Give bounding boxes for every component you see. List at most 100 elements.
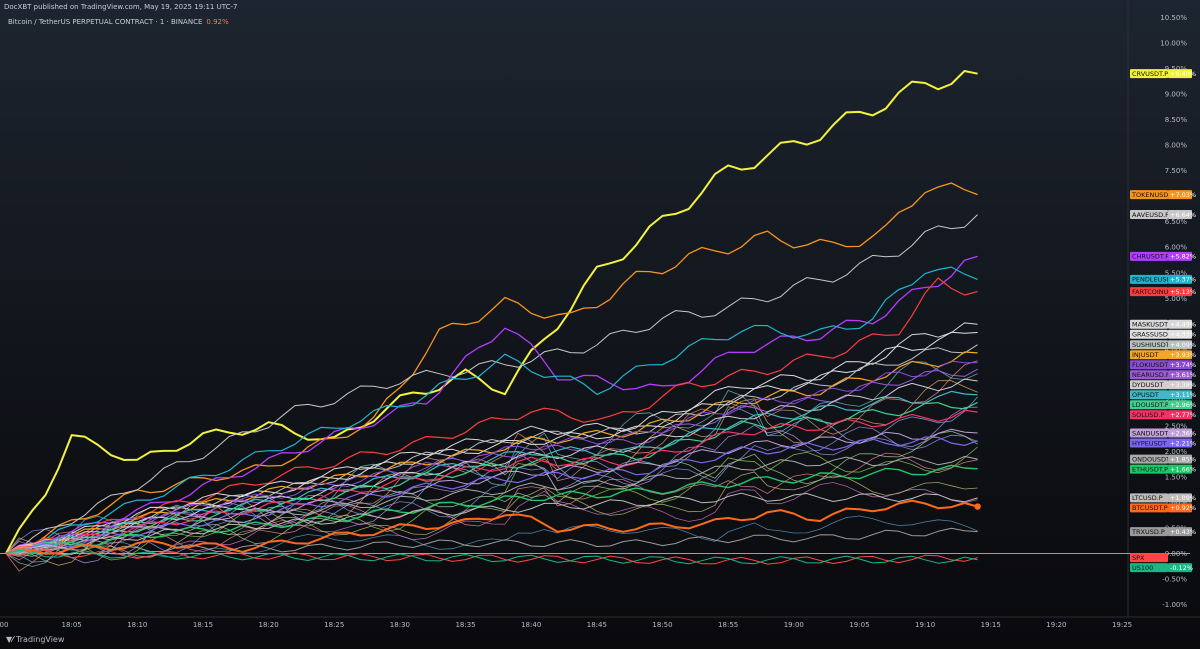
series-badge[interactable]: LDOUSDT.P +2.96% [1130,400,1196,410]
series-badge[interactable]: GRASSUSDT.P+4.33% [1130,329,1196,339]
badge-name: PENDLEUSDT.P [1132,276,1181,284]
x-tick-label: 18:55 [718,621,738,629]
series-badge[interactable]: ETHUSDT.P +1.66% [1130,464,1196,474]
badge-value-bg [1168,410,1192,420]
series-badge[interactable]: TOKENUSDT.P+7.03% [1130,190,1196,200]
badge-value: +4.09% [1170,341,1196,349]
badge-name: TRXUSD.P [1131,528,1165,536]
badge-name: TOKENUSDT.P [1131,191,1177,199]
series-badge[interactable]: ONDOUSDT +1.85% [1130,454,1196,464]
series-line-pendleusdt-p[interactable] [5,266,978,555]
series-line-nearusd-p[interactable] [5,368,978,554]
badge-value-bg [1168,454,1192,464]
badge-name: NEARUSD.P [1132,371,1170,379]
x-tick-label: 18:05 [62,621,82,629]
series-badge[interactable]: AAVEUSD.P +6.64% [1130,210,1196,220]
publisher-line: DocXBT published on TradingView.com, May… [4,3,238,11]
series-line-btcusdt-p[interactable] [5,499,978,555]
badge-value: +5.37% [1170,276,1196,284]
series-badge[interactable]: SANDUSDT +2.36% [1130,428,1196,438]
badge-value-bg [1168,370,1192,380]
y-tick-label: 8.50% [1165,116,1188,124]
badge-name: LDOUSDT.P [1132,401,1169,409]
badge-value: -0.12% [1170,564,1193,572]
y-tick-label: 1.50% [1165,473,1188,481]
badge-value: +2.21% [1170,439,1196,447]
badge-value-bg [1168,527,1192,537]
series-badge[interactable]: TRXUSD.P +0.43% [1130,527,1196,537]
series-badge[interactable]: MASKUSDT.P+4.49% [1130,319,1196,329]
series-line-sushiusdt[interactable] [5,344,978,554]
series-line-ldousdt-p[interactable] [6,401,978,555]
y-tick-label: 5.00% [1165,295,1188,303]
series-line-trxusd-p[interactable] [5,527,978,557]
series-badge[interactable]: FLOKIUSDT +3.74% [1130,360,1196,370]
series-badge[interactable]: BTCUSDT.P +0.92% [1130,503,1196,513]
x-tick-label: 19:10 [915,621,935,629]
badge-value: +2.36% [1170,429,1196,437]
badge-name-bg [1130,454,1168,464]
badge-value-bg [1168,287,1192,297]
series-badge[interactable]: SPX [1130,553,1168,563]
series-line-hypeusdt[interactable] [5,436,978,555]
badge-value: +3.38% [1170,381,1196,389]
series-badge[interactable]: INJUSDT +3.93% [1130,350,1196,360]
series-line-opusdt[interactable] [5,390,978,555]
y-tick-label: 7.50% [1165,167,1188,175]
badge-value: +2.77% [1170,411,1196,419]
badge-name-bg [1130,428,1168,438]
x-tick-label: 00 [0,621,8,629]
badge-name-bg [1130,370,1168,380]
symbol-title[interactable]: Bitcoin / TetherUS PERPETUAL CONTRACT · … [8,18,229,26]
badge-name-bg [1130,493,1168,503]
series-line-ethusdt-p[interactable] [5,464,978,555]
series-line-ltcusd-p[interactable] [5,492,978,555]
series-badge[interactable]: FARTCOINUSDT.P+5.13% [1130,287,1196,297]
series-line-solusd-p[interactable] [5,409,978,555]
badge-value: +3.74% [1170,361,1196,369]
badge-value: +0.92% [1170,504,1196,512]
badge-value-bg [1168,428,1192,438]
series-line-fartcoinusdt-p[interactable] [5,277,978,555]
badge-name-bg [1130,340,1168,350]
series-line-us100[interactable] [5,549,978,565]
last-price-marker [974,503,981,510]
series-badge[interactable]: NEARUSD.P +3.61% [1130,370,1196,380]
series-badge[interactable]: HYPEUSDT +2.21% [1130,438,1196,448]
badge-name-bg [1130,287,1168,297]
series-badge[interactable]: OPUSDT +3.11% [1130,390,1196,400]
badge-value: +5.82% [1170,253,1196,261]
series-badge[interactable]: LTCUSD.P +1.09% [1130,493,1196,503]
badge-value-bg [1168,563,1192,573]
series-line-tokenusdt-p[interactable] [5,182,978,555]
series-badge[interactable]: PENDLEUSDT.P+5.37% [1130,274,1196,284]
badge-value-bg [1168,319,1192,329]
series-line-aaveusd-p[interactable] [5,214,978,554]
series-badge[interactable]: SOLUSD.P +2.77% [1130,410,1196,420]
series-line-maskusdt-p[interactable] [5,322,978,554]
y-tick-label: -1.00% [1162,601,1187,609]
y-tick-label: 0.00% [1165,550,1188,558]
badge-name: FLOKIUSDT [1132,361,1168,369]
badge-name-bg [1130,350,1168,360]
badge-value-bg [1168,329,1192,339]
series-badge[interactable]: US100 -0.12% [1130,563,1193,573]
tradingview-footer[interactable]: ▼⁄ TradingView [6,635,64,644]
x-tick-label: 18:35 [455,621,475,629]
symbol-change: 0.92% [206,18,229,26]
series-line-crvusdt-p[interactable] [5,70,978,554]
series-line-dydusdt[interactable] [5,378,978,554]
badge-value-bg [1168,190,1192,200]
series-line-chrusdt-p[interactable] [5,255,978,555]
series-line-spx[interactable] [5,550,978,565]
badge-name-bg [1130,210,1168,220]
series-badge[interactable]: SUSHIUSDT +4.09% [1130,340,1196,350]
badge-name: SUSHIUSDT [1132,341,1170,349]
series-line-ondousdt[interactable] [5,455,978,554]
badge-name-bg [1130,553,1168,563]
series-badge[interactable]: DYDUSDT +3.38% [1130,380,1196,390]
series-badge[interactable]: CHRUSDT.P +5.82% [1130,251,1196,261]
series-badge[interactable]: CRVUSDT.P +9.40% [1130,69,1196,79]
